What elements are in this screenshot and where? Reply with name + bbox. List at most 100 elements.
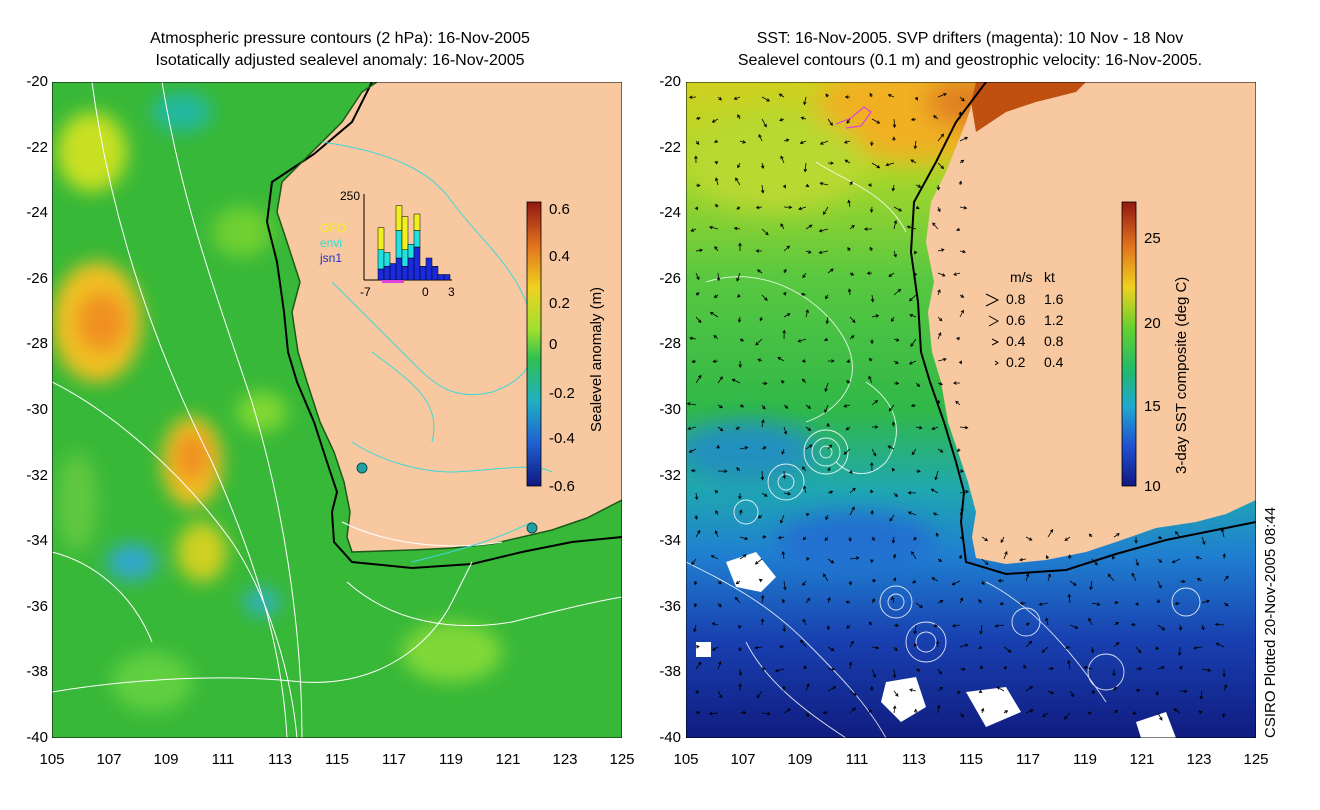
velocity-arrow (893, 250, 897, 258)
velocity-arrow (871, 579, 877, 583)
colorbar-tick: -0.6 (549, 478, 575, 495)
velocity-arrow (827, 558, 835, 564)
velocity-arrow (689, 336, 697, 341)
velocity-arrow (757, 514, 763, 519)
velocity-arrow (1083, 665, 1093, 670)
velocity-arrow (892, 705, 897, 714)
histogram-bars (377, 205, 451, 281)
velocity-arrow (733, 226, 741, 231)
x-tick-label: 123 (552, 751, 578, 768)
velocity-arrow (755, 249, 763, 253)
velocity-arrow (799, 140, 807, 144)
histogram-bar (377, 268, 385, 281)
y-tick-label: -40 (659, 729, 681, 746)
legend-row-ms: 0.8 (1006, 291, 1026, 307)
histogram-bar (407, 257, 415, 281)
histogram-bar (395, 257, 403, 281)
velocity-arrow (782, 291, 787, 296)
velocity-arrow (937, 92, 947, 98)
velocity-arrow (783, 404, 789, 409)
right-map: m/s kt 0.8 1.6 0.6 1.2 0.4 0.8 0.2 0.4 (686, 82, 1256, 738)
velocity-arrow (781, 448, 785, 455)
velocity-arrow (688, 448, 697, 453)
colorbar-tick: 0.4 (549, 248, 570, 265)
velocity-arrow (780, 514, 785, 524)
legend-jsn1: jsn1 (319, 251, 342, 265)
velocity-arrow (760, 594, 765, 604)
y-tick-label: -40 (26, 729, 48, 746)
velocity-arrow (1134, 536, 1138, 544)
velocity-arrow (955, 337, 961, 341)
left-map-title: Atmospheric pressure contours (2 hPa): 1… (60, 28, 620, 72)
velocity-arrow (936, 399, 941, 406)
velocity-arrow (827, 646, 835, 652)
velocity-arrow (827, 444, 833, 450)
velocity-arrow (1199, 690, 1203, 700)
x-tick-label: 121 (1129, 751, 1155, 768)
velocity-arrow (937, 162, 945, 170)
velocity-arrow (936, 184, 941, 191)
velocity-arrow (1047, 666, 1054, 671)
velocity-arrow (981, 558, 989, 566)
velocity-arrow (761, 711, 771, 716)
velocity-arrow (951, 580, 961, 586)
velocity-arrow (826, 624, 830, 631)
x-tick-label: 115 (959, 751, 983, 768)
velocity-arrow (1174, 601, 1181, 606)
histogram-bar (401, 249, 409, 267)
velocity-arrow (893, 623, 900, 628)
velocity-arrow (805, 404, 812, 409)
velocity-arrow (930, 488, 939, 494)
velocity-arrow (761, 535, 767, 539)
sealevel-anomaly-field (52, 92, 502, 712)
velocity-arrow (892, 577, 897, 582)
y-tick-label: -22 (659, 138, 681, 156)
velocity-arrow (695, 248, 704, 253)
velocity-arrow (781, 598, 786, 604)
velocity-arrow (780, 155, 785, 164)
velocity-arrow (868, 621, 873, 626)
velocity-arrow (783, 268, 787, 274)
velocity-arrow (738, 646, 742, 652)
velocity-arrow (1173, 708, 1181, 714)
velocity-arrow (805, 513, 810, 517)
velocity-arrow (738, 242, 742, 252)
velocity-arrow (819, 140, 829, 145)
velocity-arrow (952, 381, 961, 385)
velocity-arrow (818, 228, 829, 233)
velocity-arrow (1177, 646, 1182, 657)
velocity-arrow (910, 117, 917, 122)
velocity-arrow (717, 469, 728, 473)
velocity-arrow (891, 467, 896, 472)
velocity-arrow (694, 514, 698, 520)
velocity-arrow (871, 536, 875, 541)
velocity-arrow (937, 206, 941, 213)
velocity-arrow (783, 708, 792, 714)
velocity-arrow (757, 358, 763, 362)
velocity-arrow (783, 313, 791, 318)
velocity-arrow (906, 225, 917, 230)
velocity-arrow (694, 206, 698, 211)
velocity-arrow (937, 668, 942, 675)
velocity-arrow (805, 183, 810, 187)
velocity-arrow (1157, 535, 1163, 540)
velocity-arrow (1003, 646, 1012, 653)
velocity-arrow (871, 400, 879, 406)
velocity-arrow (755, 205, 763, 210)
velocity-arrow (735, 177, 741, 186)
velocity-arrow (888, 404, 895, 412)
velocity-arrow (887, 445, 895, 450)
velocity-arrow (736, 206, 741, 210)
velocity-arrow (1157, 712, 1163, 721)
velocity-arrow (959, 712, 965, 718)
velocity-arrow (847, 247, 851, 252)
velocity-arrow (761, 667, 766, 671)
velocity-arrow (959, 425, 969, 430)
velocity-arrow (715, 510, 719, 516)
velocity-arrow (914, 272, 918, 277)
velocity-arrow (716, 272, 721, 282)
velocity-arrow (870, 140, 874, 147)
velocity-arrow (686, 402, 697, 406)
velocity-arrow (958, 180, 963, 186)
velocity-arrow (843, 448, 851, 455)
